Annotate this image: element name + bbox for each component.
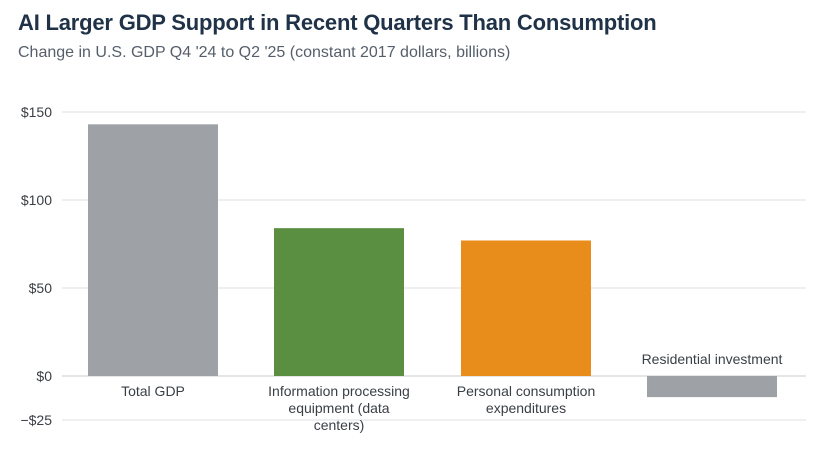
category-label: Total GDP — [121, 383, 185, 399]
bar — [274, 228, 404, 376]
bar — [461, 240, 591, 376]
category-label: equipment (data — [288, 400, 389, 416]
y-tick-label: −$25 — [20, 412, 52, 428]
y-tick-label: $100 — [21, 192, 52, 208]
y-tick-label: $50 — [29, 280, 53, 296]
y-tick-label: $150 — [21, 104, 52, 120]
category-label: centers) — [314, 417, 365, 433]
y-tick-label: $0 — [36, 368, 52, 384]
bar — [88, 124, 218, 376]
category-label: Personal consumption — [457, 383, 596, 399]
chart-title: AI Larger GDP Support in Recent Quarters… — [18, 10, 657, 35]
bar — [647, 376, 777, 398]
category-label: Residential investment — [642, 351, 783, 367]
category-label: Information processing — [268, 383, 410, 399]
category-label: expenditures — [486, 400, 566, 416]
chart-subtitle: Change in U.S. GDP Q4 '24 to Q2 '25 (con… — [18, 44, 511, 61]
